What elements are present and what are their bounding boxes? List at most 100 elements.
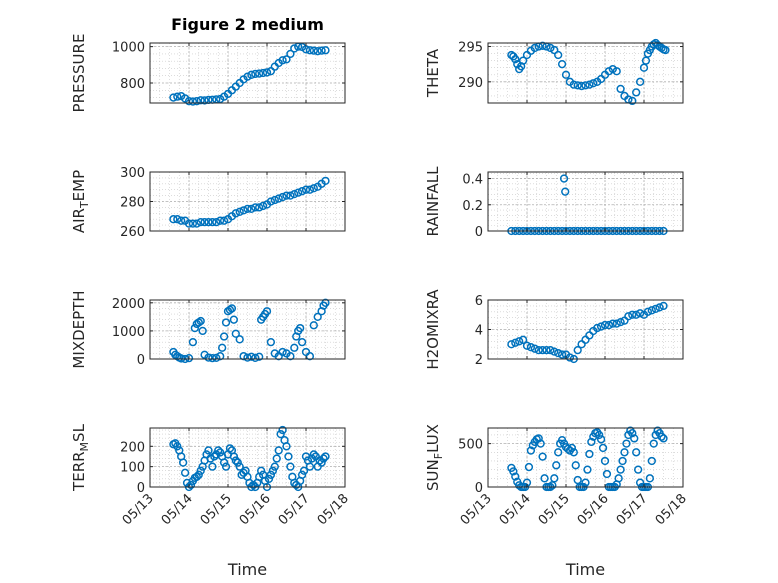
data-point [305,46,315,55]
data-point [557,350,567,359]
data-point [647,456,656,466]
y-tick-label: 0 [137,353,145,368]
data-point [268,466,278,475]
data-point [319,454,328,463]
data-point [173,215,182,224]
data-point [239,352,248,361]
data-point [589,79,598,88]
y-tick-label: 0.4 [462,173,483,188]
data-point [270,462,279,471]
data-point [538,346,547,355]
y-tick-label: 295 [458,41,483,56]
x-tick-label: 05/13 [458,491,495,528]
data-point [552,461,561,470]
data-point [290,189,299,199]
data-point [618,456,627,466]
data-point [511,55,520,64]
data-point [540,474,549,483]
data-point [258,68,268,78]
data-point [585,80,594,89]
data-point [210,452,219,461]
data-point [561,187,570,196]
data-point [309,184,318,193]
data-point [507,340,516,349]
data-point [204,353,213,362]
data-point [216,352,225,361]
data-point [257,466,266,475]
data-point [204,218,213,227]
data-point [208,462,217,471]
x-tick-label: 05/16 [575,491,612,528]
y-tick-label: 800 [120,77,145,92]
data-point [554,50,563,60]
data-point [231,209,240,218]
panel-pressure: 800 1000 PRESSURE Figure 2 medium [70,15,346,112]
data-point [188,219,198,228]
data-point [229,452,239,461]
data-point [616,317,625,327]
data-point [239,206,248,215]
data-point [276,429,285,439]
data-point [542,346,551,355]
y-tick-label: 100 [120,461,145,476]
data-point [616,84,625,94]
data-point [270,195,279,205]
data-point [297,187,307,196]
data-point [266,197,276,206]
data-point [219,458,229,467]
data-point [321,176,330,186]
data-point [530,344,539,353]
data-point [286,49,295,59]
data-point [219,216,229,225]
y-axis-label: AIRTEMP [70,170,91,233]
y-tick-label: 200 [120,440,145,455]
y-tick-label: 4 [475,324,483,339]
data-point [282,55,291,64]
data-point [290,343,299,352]
data-point [290,44,299,53]
data-point [559,174,569,183]
data-point [321,298,330,307]
data-point [200,96,209,105]
data-point [286,352,295,361]
data-point [511,472,520,481]
y-tick-label: 0.2 [462,199,483,214]
data-point [227,304,237,313]
data-point [305,185,315,194]
x-tick-label: 05/16 [237,491,274,528]
data-point [596,435,606,444]
data-point [251,203,260,212]
x-axis-label: Time [565,560,605,579]
data-point [196,316,205,326]
data-point [573,81,582,90]
x-tick-label: 05/15 [198,491,235,528]
data-point [180,468,190,477]
data-point [612,67,621,76]
data-point [184,354,194,363]
data-point [247,204,256,214]
data-point [645,474,654,483]
data-point [583,465,592,474]
data-point [274,194,283,203]
data-point [550,45,559,55]
data-point [622,439,631,448]
data-point [515,337,524,346]
data-point [317,46,326,55]
data-point [169,93,178,102]
data-point [641,56,651,65]
data-point [251,353,260,363]
y-tick-label: 1000 [112,325,145,340]
data-point [247,70,256,79]
data-point [573,346,582,355]
data-point [635,77,645,86]
data-point [216,448,225,457]
data-point [198,326,207,336]
data-point [196,218,205,227]
y-tick-label: 0 [475,481,483,496]
data-point [297,337,307,347]
data-point [251,69,260,79]
data-point [628,96,637,106]
data-point [511,338,520,347]
data-point [321,46,330,55]
data-point [204,446,213,455]
